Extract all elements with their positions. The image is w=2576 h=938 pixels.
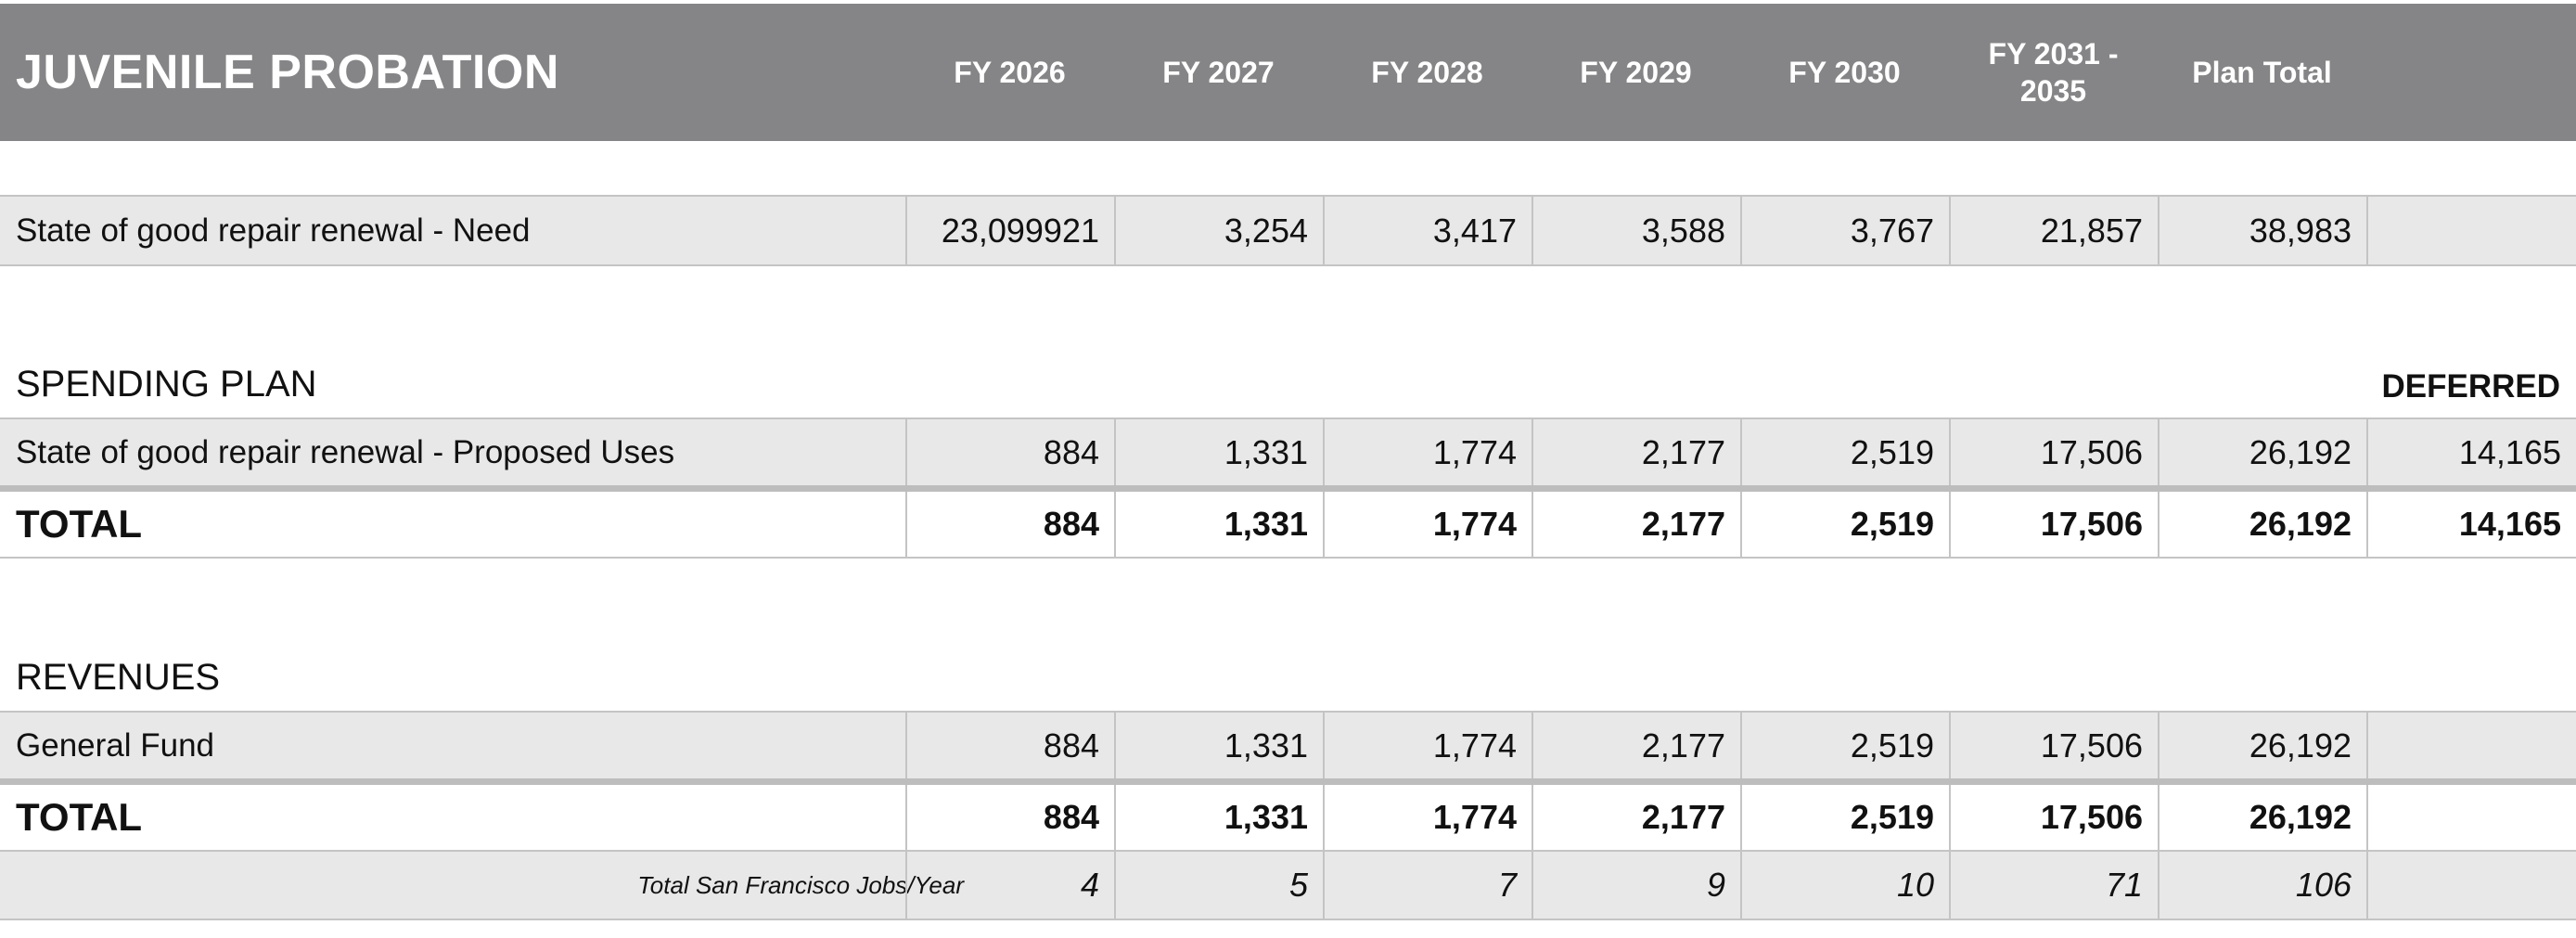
cell-deferred: [2366, 852, 2576, 919]
cell-fy2029: 2,177: [1532, 492, 1740, 557]
cell-fy2029: 2,177: [1532, 713, 1740, 778]
cell-fy2031-2035: 17,506: [1949, 419, 2158, 485]
table-row-jobs: Total San Francisco Jobs/Year 4 5 7 9 10…: [0, 852, 2576, 919]
cell-fy2027: 1,331: [1114, 713, 1323, 778]
cell-deferred: [2366, 197, 2576, 264]
column-header-fy2026: FY 2026: [954, 56, 1066, 89]
cell-deferred: 14,165: [2366, 419, 2576, 485]
cell-fy2027: 1,331: [1114, 492, 1323, 557]
cell-fy2028: 1,774: [1323, 419, 1532, 485]
row-label: State of good repair renewal - Proposed …: [16, 433, 675, 470]
cell-plan-total: 26,192: [2158, 713, 2366, 778]
cell-deferred: 14,165: [2366, 492, 2576, 557]
cell-fy2029: 2,177: [1532, 419, 1740, 485]
cell-fy2026: 4: [905, 852, 1114, 919]
cell-fy2030: 10: [1740, 852, 1949, 919]
cell-fy2027: 1,331: [1114, 419, 1323, 485]
cell-fy2031-2035: 17,506: [1949, 713, 2158, 778]
cell-fy2029: 2,177: [1532, 785, 1740, 850]
cell-fy2028: 1,774: [1323, 785, 1532, 850]
row-label: State of good repair renewal - Need: [16, 212, 531, 249]
divider: [0, 850, 2576, 852]
row-label: General Fund: [16, 726, 215, 764]
cell-fy2027: 1,331: [1114, 785, 1323, 850]
cell-fy2031-2035: 21,857: [1949, 197, 2158, 264]
cell-fy2028: 1,774: [1323, 492, 1532, 557]
cell-fy2026: 884: [905, 713, 1114, 778]
department-title: JUVENILE PROBATION: [16, 45, 559, 99]
section-heading-revenues: REVENUES: [16, 657, 221, 698]
table-row-proposed-uses: State of good repair renewal - Proposed …: [0, 419, 2576, 485]
table-row-need: State of good repair renewal - Need 23,0…: [0, 197, 2576, 264]
deferred-column-label: DEFERRED: [2381, 368, 2560, 405]
cell-fy2027: 3,254: [1114, 197, 1323, 264]
cell-fy2026: 23,099921: [905, 197, 1114, 264]
cell-fy2026: 884: [905, 419, 1114, 485]
row-label-total: TOTAL: [16, 502, 143, 546]
divider: [0, 919, 2576, 920]
cell-deferred: [2366, 785, 2576, 850]
table-row-spending-total: TOTAL 884 1,331 1,774 2,177 2,519 17,506…: [0, 492, 2576, 557]
cell-fy2026: 884: [905, 492, 1114, 557]
divider-thick: [0, 778, 2576, 785]
divider-thick: [0, 485, 2576, 492]
table-row-revenues-total: TOTAL 884 1,331 1,774 2,177 2,519 17,506…: [0, 785, 2576, 850]
cell-fy2028: 7: [1323, 852, 1532, 919]
cell-plan-total: 106: [2158, 852, 2366, 919]
divider: [0, 711, 2576, 713]
column-header-fy2030: FY 2030: [1788, 56, 1901, 89]
cell-deferred: [2366, 713, 2576, 778]
cell-fy2031-2035: 17,506: [1949, 492, 2158, 557]
row-label-total: TOTAL: [16, 795, 143, 839]
cell-fy2031-2035: 71: [1949, 852, 2158, 919]
divider: [0, 557, 2576, 559]
cell-fy2029: 3,588: [1532, 197, 1740, 264]
divider: [0, 264, 2576, 266]
cell-fy2030: 2,519: [1740, 419, 1949, 485]
column-header-fy2029: FY 2029: [1580, 56, 1692, 89]
column-header-fy2028: FY 2028: [1371, 56, 1483, 89]
column-header-plan-total: Plan Total: [2192, 56, 2332, 89]
cell-plan-total: 26,192: [2158, 785, 2366, 850]
column-header-fy2031-2035: FY 2031 - 2035: [1988, 37, 2119, 108]
cell-plan-total: 26,192: [2158, 492, 2366, 557]
divider: [0, 195, 2576, 197]
cell-fy2030: 2,519: [1740, 492, 1949, 557]
cell-fy2030: 3,767: [1740, 197, 1949, 264]
row-label-jobs: Total San Francisco Jobs/Year: [637, 870, 964, 899]
table-row-general-fund: General Fund 884 1,331 1,774 2,177 2,519…: [0, 713, 2576, 778]
cell-fy2026: 884: [905, 785, 1114, 850]
cell-fy2029: 9: [1532, 852, 1740, 919]
cell-fy2028: 3,417: [1323, 197, 1532, 264]
cell-fy2030: 2,519: [1740, 713, 1949, 778]
column-header-fy2027: FY 2027: [1162, 56, 1275, 89]
section-heading-spending-plan: SPENDING PLAN: [16, 364, 317, 405]
cell-fy2028: 1,774: [1323, 713, 1532, 778]
cell-fy2031-2035: 17,506: [1949, 785, 2158, 850]
cell-plan-total: 26,192: [2158, 419, 2366, 485]
cell-fy2027: 5: [1114, 852, 1323, 919]
cell-plan-total: 38,983: [2158, 197, 2366, 264]
cell-fy2030: 2,519: [1740, 785, 1949, 850]
divider: [0, 418, 2576, 419]
table-header: JUVENILE PROBATION FY 2026 FY 2027 FY 20…: [0, 4, 2576, 141]
